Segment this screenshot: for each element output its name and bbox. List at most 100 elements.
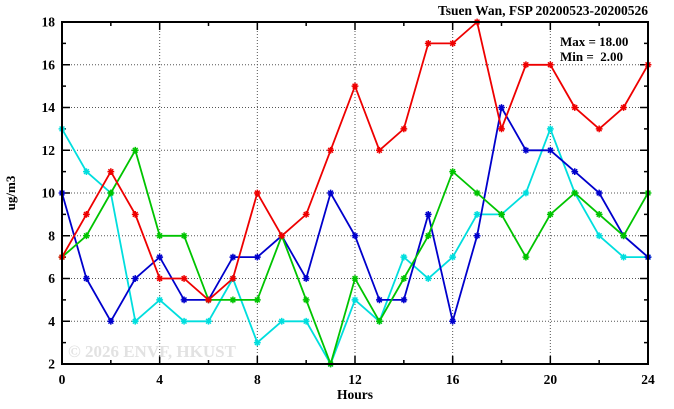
series-marker-cyan-series xyxy=(522,189,530,197)
series-marker-blue-series xyxy=(83,275,90,282)
series-marker-cyan-series xyxy=(620,253,627,261)
x-tick-label: 24 xyxy=(641,372,655,387)
series-marker-red-series xyxy=(546,61,554,69)
series-marker-green-series xyxy=(400,275,408,282)
series-marker-blue-series xyxy=(473,232,481,240)
series-marker-blue-series xyxy=(595,189,603,197)
series-marker-cyan-series xyxy=(424,275,432,282)
series-marker-red-series xyxy=(131,210,139,218)
series-marker-green-series xyxy=(449,168,457,176)
series-marker-blue-series xyxy=(253,253,261,261)
y-tick-label: 2 xyxy=(48,357,55,372)
x-tick-label: 16 xyxy=(446,372,460,387)
series-marker-cyan-series xyxy=(278,317,286,325)
series-marker-cyan-series xyxy=(253,339,261,347)
x-tick-label: 12 xyxy=(348,372,362,387)
series-marker-blue-series xyxy=(376,296,383,304)
series-marker-red-series xyxy=(400,125,408,133)
series-marker-green-series xyxy=(83,232,90,240)
y-axis-label: ug/m3 xyxy=(3,175,18,210)
series-marker-red-series xyxy=(278,232,286,240)
series-marker-green-series xyxy=(180,232,188,240)
series-marker-green-series xyxy=(424,232,432,240)
series-marker-red-series xyxy=(571,104,579,111)
x-axis-label: Hours xyxy=(337,387,373,402)
series-marker-blue-series xyxy=(498,104,505,111)
series-marker-cyan-series xyxy=(351,296,359,304)
series-marker-green-series xyxy=(473,189,481,197)
series-marker-green-series xyxy=(498,210,505,218)
series-marker-red-series xyxy=(83,210,90,218)
series-marker-cyan-series xyxy=(546,125,554,133)
plot-border xyxy=(61,21,649,365)
series-marker-blue-series xyxy=(522,146,530,154)
series-marker-blue-series xyxy=(449,317,457,325)
series-marker-green-series xyxy=(156,232,164,240)
series-marker-cyan-series xyxy=(156,296,164,304)
y-tick-label: 4 xyxy=(48,314,55,329)
series-marker-red-series xyxy=(424,39,432,47)
series-marker-green-series xyxy=(131,146,139,154)
y-tick-label: 10 xyxy=(42,186,56,201)
series-marker-blue-series xyxy=(400,296,408,304)
series-marker-blue-series xyxy=(424,210,432,218)
series-marker-red-series xyxy=(107,168,115,176)
series-marker-cyan-series xyxy=(400,253,408,261)
series-group xyxy=(58,18,652,368)
series-marker-red-series xyxy=(205,296,212,304)
y-tick-label: 18 xyxy=(42,15,56,30)
series-marker-blue-series xyxy=(156,253,164,261)
series-marker-blue-series xyxy=(107,317,115,325)
series-marker-red-series xyxy=(327,146,334,154)
legend-min-label: Min = 2.00 xyxy=(560,49,623,64)
series-marker-red-series xyxy=(156,275,164,282)
series-marker-blue-series xyxy=(546,146,554,154)
y-tick-label: 6 xyxy=(48,271,55,286)
y-tick-label: 8 xyxy=(48,228,55,243)
series-marker-cyan-series xyxy=(449,253,457,261)
y-tick-label: 16 xyxy=(42,57,56,72)
series-marker-green-series xyxy=(595,210,603,218)
series-marker-cyan-series xyxy=(131,317,139,325)
series-marker-blue-series xyxy=(327,189,334,197)
legend-max-label: Max = 18.00 xyxy=(560,34,628,49)
series-marker-cyan-series xyxy=(595,232,603,240)
series-marker-red-series xyxy=(522,61,530,69)
series-marker-green-series xyxy=(522,253,530,261)
series-marker-green-series xyxy=(253,296,261,304)
series-marker-green-series xyxy=(302,296,310,304)
series-marker-cyan-series xyxy=(302,317,310,325)
series-marker-red-series xyxy=(180,275,188,282)
series-marker-red-series xyxy=(595,125,603,133)
series-marker-green-series xyxy=(620,232,627,240)
series-marker-red-series xyxy=(229,275,237,282)
chart-title: Tsuen Wan, FSP 20200523-20200526 xyxy=(438,3,648,18)
x-tick-label: 8 xyxy=(254,372,261,387)
series-marker-green-series xyxy=(546,210,554,218)
series-marker-green-series xyxy=(376,317,383,325)
series-marker-cyan-series xyxy=(83,168,90,176)
series-marker-blue-series xyxy=(351,232,359,240)
series-marker-red-series xyxy=(449,39,457,47)
gridlines xyxy=(62,22,648,364)
y-tick-label: 12 xyxy=(42,143,56,158)
y-tick-label: 14 xyxy=(42,100,56,115)
watermark: © 2026 ENVF, HKUST xyxy=(68,342,237,361)
x-tick-label: 0 xyxy=(59,372,66,387)
series-marker-cyan-series xyxy=(473,210,481,218)
series-marker-blue-series xyxy=(180,296,188,304)
series-marker-red-series xyxy=(498,125,505,133)
series-marker-blue-series xyxy=(131,275,139,282)
series-marker-blue-series xyxy=(571,168,579,176)
series-marker-blue-series xyxy=(229,253,237,261)
series-marker-green-series xyxy=(351,275,359,282)
series-marker-cyan-series xyxy=(180,317,188,325)
series-marker-green-series xyxy=(107,189,115,197)
series-marker-cyan-series xyxy=(205,317,212,325)
series-marker-red-series xyxy=(253,189,261,197)
series-marker-red-series xyxy=(376,146,383,154)
series-marker-red-series xyxy=(351,82,359,90)
series-marker-red-series xyxy=(620,104,627,111)
